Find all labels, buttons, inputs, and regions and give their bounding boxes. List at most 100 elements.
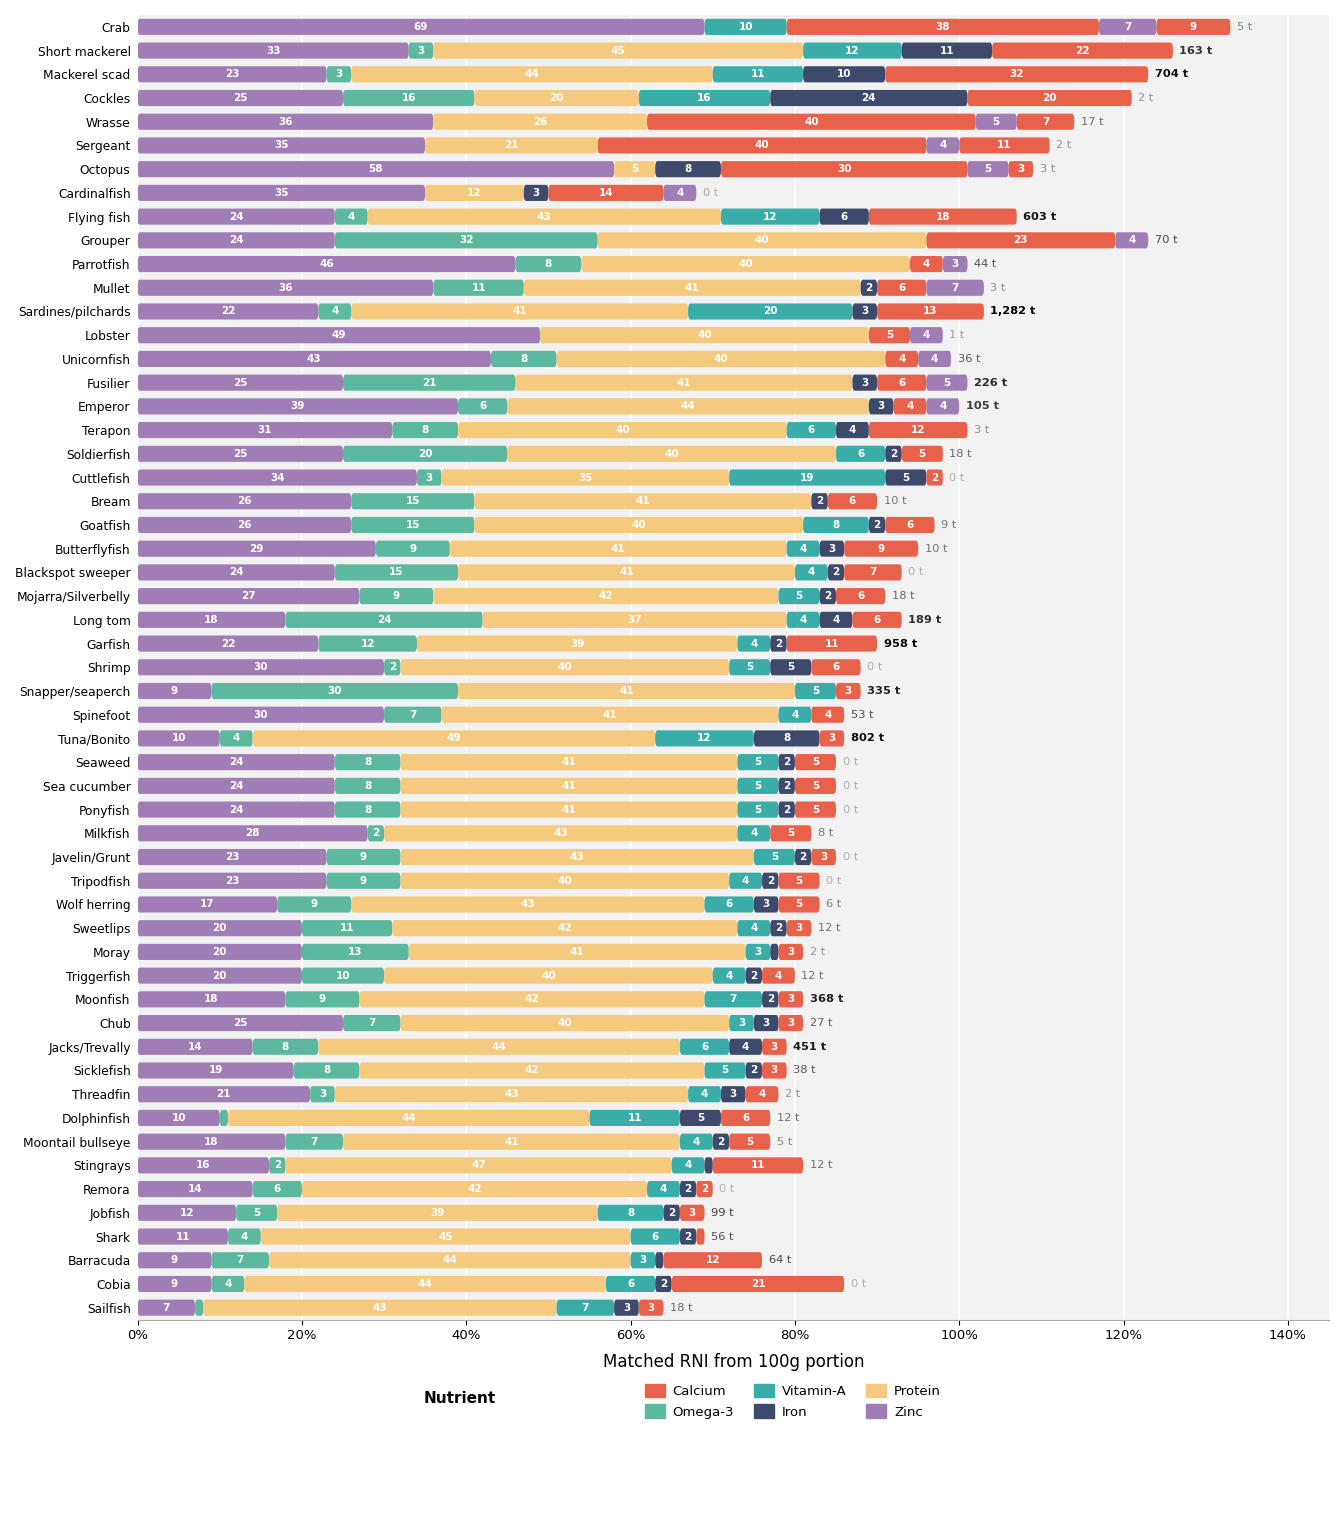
FancyBboxPatch shape: [712, 1134, 730, 1150]
FancyBboxPatch shape: [540, 327, 868, 343]
FancyBboxPatch shape: [680, 1229, 696, 1244]
FancyBboxPatch shape: [638, 91, 770, 106]
FancyBboxPatch shape: [1099, 18, 1156, 35]
FancyBboxPatch shape: [359, 1063, 704, 1078]
Text: 5: 5: [253, 1207, 261, 1218]
Text: 4: 4: [931, 353, 938, 364]
Text: 99 t: 99 t: [711, 1207, 734, 1218]
FancyBboxPatch shape: [738, 825, 770, 842]
FancyBboxPatch shape: [968, 91, 1132, 106]
Text: 16: 16: [402, 94, 417, 103]
Text: 22: 22: [220, 307, 235, 316]
FancyBboxPatch shape: [302, 1181, 646, 1197]
FancyBboxPatch shape: [926, 137, 960, 154]
FancyBboxPatch shape: [425, 137, 598, 154]
Text: 16: 16: [698, 94, 712, 103]
Text: 18: 18: [204, 614, 219, 625]
Text: 5: 5: [993, 117, 1000, 127]
Text: 5: 5: [886, 330, 892, 339]
Text: 26: 26: [534, 117, 547, 127]
FancyBboxPatch shape: [786, 422, 836, 438]
Text: 10: 10: [837, 69, 852, 80]
Text: 39: 39: [570, 639, 585, 648]
FancyBboxPatch shape: [926, 375, 968, 390]
FancyBboxPatch shape: [720, 1111, 770, 1126]
Text: 3: 3: [952, 260, 958, 269]
FancyBboxPatch shape: [720, 209, 820, 224]
Text: 6: 6: [840, 212, 848, 221]
Text: 3: 3: [738, 1018, 745, 1028]
FancyBboxPatch shape: [137, 707, 384, 723]
Text: 9: 9: [171, 687, 179, 696]
FancyBboxPatch shape: [137, 493, 351, 510]
Text: 21: 21: [751, 1279, 765, 1289]
FancyBboxPatch shape: [335, 802, 401, 817]
FancyBboxPatch shape: [836, 588, 886, 604]
Text: 5: 5: [812, 780, 818, 791]
Text: 3: 3: [796, 923, 802, 934]
Text: 4: 4: [700, 1089, 708, 1100]
FancyBboxPatch shape: [401, 777, 738, 794]
Text: 21: 21: [422, 378, 437, 387]
FancyBboxPatch shape: [778, 777, 794, 794]
FancyBboxPatch shape: [852, 304, 878, 319]
Text: 10: 10: [172, 1114, 185, 1123]
FancyBboxPatch shape: [351, 66, 712, 83]
Text: 41: 41: [562, 780, 577, 791]
FancyBboxPatch shape: [343, 1134, 680, 1150]
Text: 24: 24: [228, 780, 243, 791]
Text: 25: 25: [233, 94, 247, 103]
Text: 4: 4: [824, 710, 832, 720]
FancyBboxPatch shape: [770, 659, 812, 676]
Text: 7: 7: [310, 1137, 319, 1147]
FancyBboxPatch shape: [746, 1086, 778, 1103]
Text: 17: 17: [200, 900, 215, 909]
FancyBboxPatch shape: [672, 1276, 844, 1292]
FancyBboxPatch shape: [335, 754, 401, 770]
Text: 8: 8: [544, 260, 552, 269]
FancyBboxPatch shape: [137, 398, 458, 415]
FancyBboxPatch shape: [376, 541, 450, 556]
Text: 9: 9: [171, 1279, 179, 1289]
FancyBboxPatch shape: [720, 161, 968, 177]
Text: 1 t: 1 t: [949, 330, 965, 339]
Text: 6: 6: [808, 425, 814, 435]
Text: 41: 41: [570, 946, 585, 957]
Text: 8: 8: [364, 757, 371, 766]
FancyBboxPatch shape: [1156, 18, 1230, 35]
Text: 46: 46: [320, 260, 333, 269]
FancyBboxPatch shape: [137, 184, 425, 201]
Text: 2: 2: [784, 780, 790, 791]
FancyBboxPatch shape: [137, 114, 433, 131]
Text: 2: 2: [718, 1137, 724, 1147]
FancyBboxPatch shape: [778, 897, 820, 912]
FancyBboxPatch shape: [401, 802, 738, 817]
FancyBboxPatch shape: [738, 802, 778, 817]
Text: 0 t: 0 t: [843, 757, 857, 766]
Text: 40: 40: [616, 425, 630, 435]
Text: 9: 9: [1189, 22, 1198, 32]
Text: 24: 24: [376, 614, 391, 625]
FancyBboxPatch shape: [211, 684, 458, 699]
FancyBboxPatch shape: [712, 66, 804, 83]
Text: 5 t: 5 t: [777, 1137, 792, 1147]
Text: 189 t: 189 t: [909, 614, 942, 625]
FancyBboxPatch shape: [335, 209, 368, 224]
FancyBboxPatch shape: [656, 730, 754, 746]
FancyBboxPatch shape: [786, 611, 820, 628]
Text: 9: 9: [319, 994, 327, 1005]
Text: 13: 13: [923, 307, 938, 316]
Text: 10: 10: [336, 971, 351, 980]
Text: 24: 24: [228, 235, 243, 246]
Text: 14: 14: [188, 1041, 203, 1052]
Text: 6: 6: [832, 662, 840, 673]
Text: 2: 2: [890, 449, 898, 459]
Text: 37: 37: [628, 614, 642, 625]
Text: 2: 2: [750, 1066, 758, 1075]
Text: 42: 42: [468, 1184, 481, 1193]
FancyBboxPatch shape: [878, 375, 926, 390]
FancyBboxPatch shape: [269, 1252, 630, 1269]
FancyBboxPatch shape: [137, 1015, 343, 1031]
Text: 3: 3: [828, 733, 836, 743]
Text: 44: 44: [418, 1279, 433, 1289]
